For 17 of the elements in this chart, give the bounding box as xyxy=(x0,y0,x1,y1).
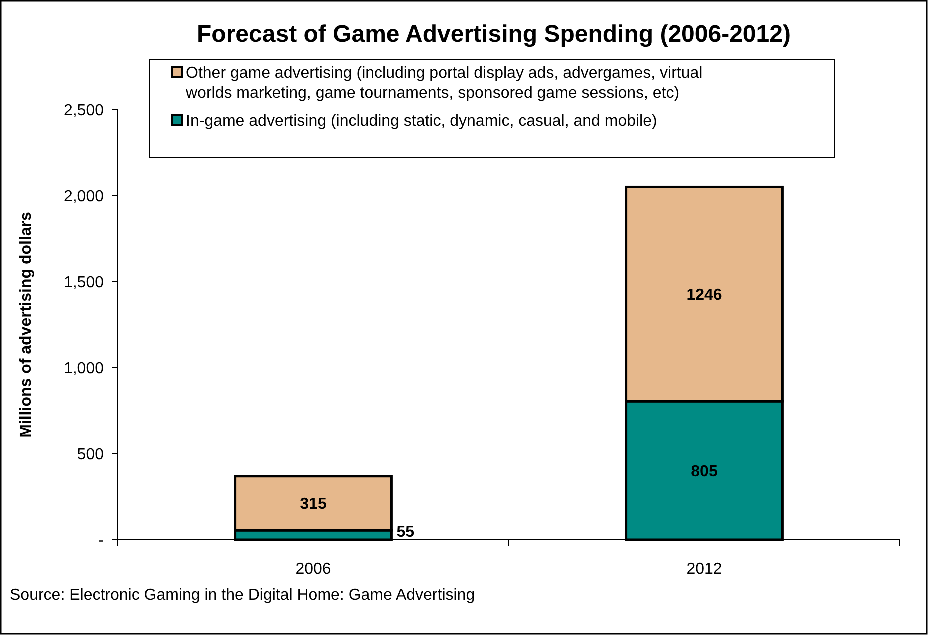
chart-title: Forecast of Game Advertising Spending (2006-2012) xyxy=(197,21,791,48)
x-tick-label: 2006 xyxy=(296,561,332,578)
y-tick-label: 2,000 xyxy=(64,188,104,206)
legend-label: Other game advertising (including portal display ads, advergames, virtual worlds marketing, game tournaments, sponsored game sessions, etc) xyxy=(185,65,703,102)
data-label: 805 xyxy=(691,463,718,480)
y-tick-label: 500 xyxy=(77,446,104,464)
source-note: Source: Electronic Gaming in the Digital Home: Game Advertising xyxy=(10,587,476,604)
x-tick-label: 2012 xyxy=(686,561,722,578)
data-label: 315 xyxy=(300,496,327,514)
legend-label: In-game advertising (including static, dynamic, casual, and mobile) xyxy=(186,113,658,130)
y-tick-label: 2,500 xyxy=(64,102,104,120)
y-axis-title: Millions of advertising dollars xyxy=(18,212,35,438)
y-tick-label: 1,500 xyxy=(64,274,104,292)
data-label: 55 xyxy=(396,524,415,541)
y-tick-label: 1,000 xyxy=(64,360,104,378)
y-tick-label: - xyxy=(98,532,104,550)
data-label: 1246 xyxy=(686,286,722,304)
